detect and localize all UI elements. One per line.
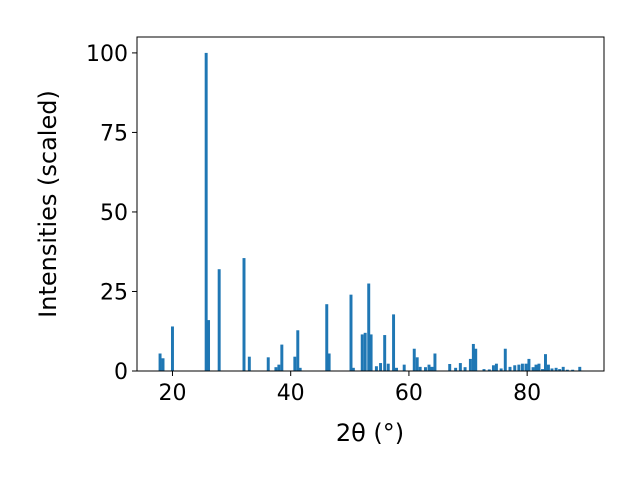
bar — [383, 335, 387, 371]
bar — [280, 344, 284, 371]
bar — [524, 363, 528, 371]
bar — [412, 348, 416, 371]
bar — [217, 269, 221, 371]
plot-frame — [136, 36, 605, 372]
bar — [374, 366, 378, 371]
bar — [463, 367, 467, 371]
bar — [204, 52, 208, 372]
bar — [503, 348, 507, 371]
bar — [247, 356, 251, 371]
bar — [430, 366, 434, 371]
bar — [424, 367, 427, 371]
bar — [520, 363, 524, 371]
bar — [554, 367, 558, 371]
bar — [561, 366, 565, 371]
bar — [534, 364, 538, 371]
bar — [578, 366, 582, 371]
bars-group — [158, 52, 582, 372]
x-axis: 20 40 60 80 — [158, 371, 541, 406]
bar — [369, 334, 373, 371]
bar — [367, 283, 371, 371]
bar — [402, 364, 406, 371]
bar — [207, 320, 211, 371]
bar — [571, 369, 575, 371]
bar — [482, 369, 486, 371]
bar — [517, 364, 521, 371]
bar — [427, 364, 431, 371]
y-tick-label: 100 — [86, 42, 128, 67]
bar — [471, 343, 475, 371]
bar — [296, 330, 300, 371]
y-tick-label: 50 — [100, 201, 128, 226]
bar — [266, 357, 270, 371]
bar — [327, 353, 331, 371]
bar — [527, 358, 531, 371]
bar — [418, 366, 422, 371]
bar — [349, 294, 353, 371]
bar — [395, 367, 398, 371]
bar — [531, 367, 535, 371]
bar — [242, 258, 246, 371]
bar — [491, 365, 495, 371]
y-axis-title: Intensities (scaled) — [34, 90, 62, 318]
bar — [293, 356, 297, 371]
bar — [298, 367, 302, 371]
bar — [513, 365, 517, 371]
bar — [386, 363, 390, 371]
bar — [541, 369, 544, 371]
x-axis-title: 2θ (°) — [336, 419, 404, 447]
bar — [468, 358, 472, 371]
bar — [537, 363, 541, 371]
y-tick-label: 0 — [114, 360, 128, 385]
x-tick-label: 60 — [395, 381, 423, 406]
bar — [360, 334, 364, 371]
bar — [474, 348, 478, 371]
bar — [325, 304, 329, 371]
bar — [546, 364, 550, 371]
bar — [458, 363, 462, 371]
bar — [392, 314, 396, 371]
x-tick-label: 20 — [158, 381, 186, 406]
x-tick-label: 80 — [513, 381, 541, 406]
bar — [433, 353, 437, 371]
bar — [363, 332, 367, 371]
bar — [448, 364, 452, 371]
bar — [544, 354, 547, 371]
bar — [274, 367, 278, 371]
bar — [494, 363, 498, 371]
bar — [161, 358, 165, 371]
bar — [558, 369, 562, 371]
y-tick-label: 25 — [100, 280, 128, 305]
bar — [379, 363, 383, 371]
x-tick-label: 40 — [277, 381, 305, 406]
bar — [351, 367, 355, 371]
bar — [565, 369, 569, 371]
bar — [487, 369, 491, 371]
bar — [158, 353, 162, 371]
y-axis: 0 25 50 75 100 — [86, 42, 137, 385]
bar — [508, 366, 512, 371]
bar — [277, 364, 281, 371]
bar — [415, 357, 419, 371]
bar — [499, 368, 503, 371]
bar — [454, 367, 458, 371]
bar — [170, 326, 174, 371]
bar — [550, 368, 554, 371]
y-tick-label: 75 — [100, 121, 128, 146]
